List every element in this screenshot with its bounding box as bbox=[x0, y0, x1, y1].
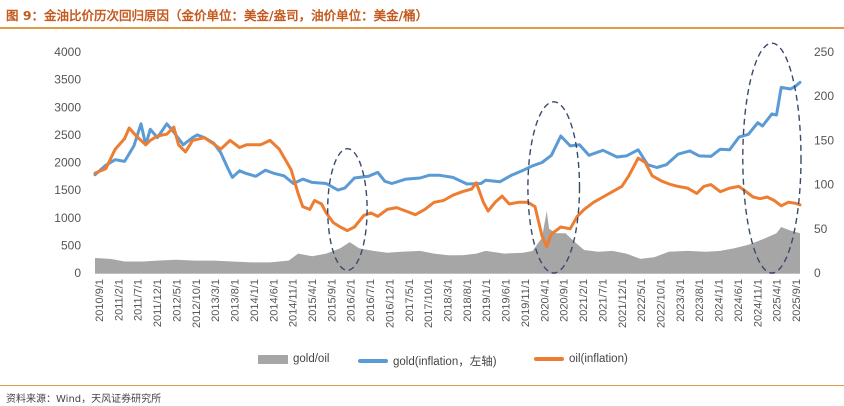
left-axis-tick-label: 1500 bbox=[54, 183, 81, 197]
x-axis-tick-label: 2018/8/1 bbox=[462, 279, 474, 322]
right-axis-tick-label: 0 bbox=[814, 266, 821, 280]
series-line-oil bbox=[93, 125, 802, 248]
x-axis-tick-label: 2025/4/1 bbox=[772, 279, 784, 322]
x-axis-tick-label: 2021/7/1 bbox=[597, 279, 609, 322]
x-axis-tick-label: 2022/10/1 bbox=[655, 279, 667, 328]
left-axis-tick-label: 500 bbox=[61, 238, 81, 252]
x-axis-tick-label: 2024/6/1 bbox=[733, 279, 745, 322]
right-axis-tick-label: 50 bbox=[814, 222, 828, 236]
right-axis-tick-label: 250 bbox=[814, 45, 834, 59]
left-axis-tick-label: 0 bbox=[74, 266, 81, 280]
legend-swatch-gold-oil bbox=[258, 354, 288, 364]
x-axis-tick-label: 2013/3/1 bbox=[210, 279, 222, 322]
x-axis-tick-label: 2011/12/1 bbox=[152, 279, 164, 327]
x-axis-tick-label: 2019/6/1 bbox=[501, 279, 513, 322]
legend-label-oil: oil(inflation) bbox=[569, 353, 628, 365]
legend-item-gold: gold(inflation，左轴) bbox=[358, 353, 497, 369]
x-axis-tick-label: 2022/5/1 bbox=[636, 279, 648, 322]
x-axis-tick-label: 2024/1/1 bbox=[714, 279, 726, 322]
x-axis-tick-label: 2024/11/1 bbox=[752, 279, 764, 327]
legend-label-gold-oil: gold/oil bbox=[293, 353, 330, 365]
x-axis-tick-label: 2017/10/1 bbox=[423, 279, 435, 328]
legend-label-gold: gold(inflation，左轴) bbox=[393, 356, 497, 368]
x-axis-tick-label: 2013/8/1 bbox=[230, 279, 242, 322]
chart-plot: 0 500 1000 1500 2000 2500 3000 3500 4000 0 50 100 15… bbox=[54, 42, 834, 328]
left-axis-tick-label: 3500 bbox=[54, 73, 81, 87]
x-axis-tick-label: 2011/7/1 bbox=[133, 279, 145, 321]
x-axis-tick-label: 2023/3/1 bbox=[675, 279, 687, 322]
series-line-gold bbox=[93, 80, 802, 192]
left-axis-tick-label: 1000 bbox=[54, 211, 81, 225]
x-axis-tick-label: 2014/11/1 bbox=[288, 279, 300, 327]
x-axis-tick-label: 2020/9/1 bbox=[559, 279, 571, 322]
x-axis-tick-label: 2016/7/1 bbox=[365, 279, 377, 322]
x-axis-tick-label: 2011/2/1 bbox=[113, 279, 125, 321]
x-axis-tick-label: 2016/12/1 bbox=[384, 279, 396, 328]
annotation-ellipse-2 bbox=[527, 101, 581, 274]
left-axis-tick-label: 4000 bbox=[54, 45, 81, 59]
series-area-gold-oil bbox=[95, 211, 800, 273]
x-axis-tick-label: 2014/6/1 bbox=[268, 279, 280, 322]
legend-item-gold-oil: gold/oil bbox=[258, 353, 329, 365]
source-note: 资料来源：Wind，天风证券研究所 bbox=[6, 394, 162, 405]
chart-title: 图 9：金油比价历次回归原因（金价单位：美金/盎司，油价单位：美金/桶） bbox=[6, 8, 429, 23]
x-axis-tick-label: 2010/9/1 bbox=[94, 279, 106, 322]
right-axis-tick-label: 200 bbox=[814, 89, 834, 103]
x-axis-tick-label: 2016/2/1 bbox=[346, 279, 358, 322]
legend-swatch-oil bbox=[534, 357, 564, 361]
x-axis-tick-label: 2020/4/1 bbox=[539, 279, 551, 322]
x-axis-tick-label: 2021/2/1 bbox=[578, 279, 590, 322]
x-axis-tick-label: 2012/5/1 bbox=[171, 279, 183, 322]
x-axis-tick-label: 2021/12/1 bbox=[617, 279, 629, 328]
footer-divider bbox=[0, 385, 844, 386]
x-axis-tick-label: 2018/3/1 bbox=[443, 279, 455, 322]
legend-swatch-gold bbox=[358, 359, 388, 363]
x-axis-tick-label: 2015/4/1 bbox=[307, 279, 319, 322]
left-axis-tick-label: 2500 bbox=[54, 128, 81, 142]
legend-item-oil: oil(inflation) bbox=[534, 353, 628, 365]
x-axis-tick-label: 2019/1/1 bbox=[481, 279, 493, 322]
left-axis-tick-label: 2000 bbox=[54, 156, 81, 170]
right-axis-tick-label: 150 bbox=[814, 133, 834, 147]
x-axis-tick-label: 2012/10/1 bbox=[191, 279, 203, 328]
x-axis-tick-label: 2023/8/1 bbox=[694, 279, 706, 322]
title-divider bbox=[0, 27, 844, 29]
x-axis-tick-label: 2014/1/1 bbox=[249, 279, 261, 322]
x-axis-tick-label: 2025/9/1 bbox=[791, 279, 803, 322]
annotation-ellipse-1 bbox=[326, 147, 368, 271]
right-axis-tick-label: 100 bbox=[814, 178, 834, 192]
annotation-ellipse-3 bbox=[742, 42, 802, 274]
x-axis-tick-label: 2019/11/1 bbox=[520, 279, 532, 327]
x-axis-tick-label: 2015/9/1 bbox=[326, 279, 338, 322]
x-axis-tick-label: 2017/5/1 bbox=[404, 279, 416, 322]
left-axis-tick-label: 3000 bbox=[54, 100, 81, 114]
